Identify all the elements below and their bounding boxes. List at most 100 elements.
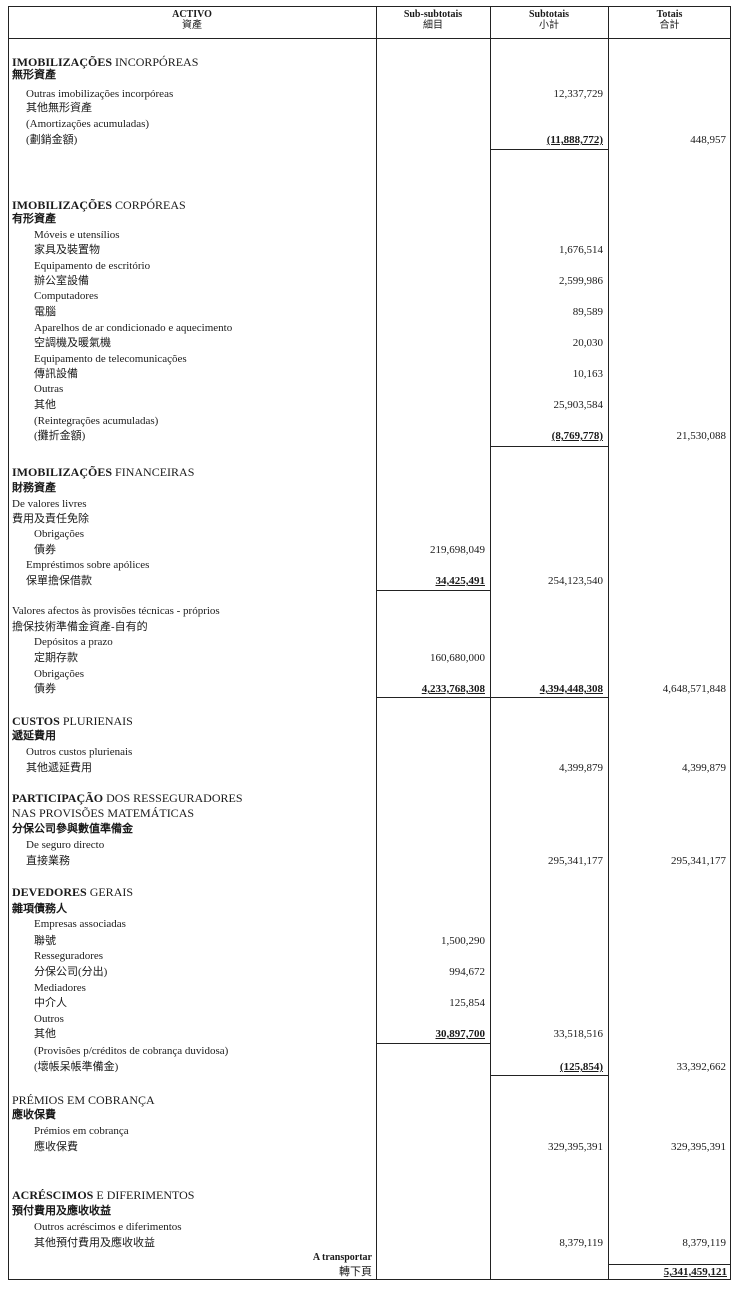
row-label: Equipamento de escritório — [34, 260, 150, 273]
total-line — [608, 1264, 731, 1265]
row-label-bold: ACRÉSCIMOS — [12, 1188, 94, 1202]
row-label-text: 辦公室設備 — [34, 275, 89, 287]
row-label: IMOBILIZAÇÕES FINANCEIRAS — [12, 466, 194, 479]
total-value: 33,392,662 — [676, 1061, 727, 1073]
row-label: 直接業務 — [26, 855, 70, 868]
row-label-text: De valores livres — [12, 498, 87, 510]
row-label: 傳訊設備 — [34, 368, 78, 381]
row-label: (攤折金額) — [34, 430, 85, 443]
balance-sheet-table — [8, 6, 731, 1280]
row-label: (Amortizações acumuladas) — [26, 118, 149, 131]
row-label-text: 其他預付費用及應收收益 — [34, 1237, 155, 1249]
row-label: CUSTOS PLURIENAIS — [12, 715, 133, 728]
sub-subtotal-value: 160,680,000 — [430, 652, 485, 664]
subtotal-value: 2,599,986 — [559, 275, 603, 287]
total-value: 4,399,879 — [682, 762, 726, 774]
row-label-text: 應收保費 — [34, 1141, 78, 1153]
header-activo: ACTIVO 資產 — [8, 9, 376, 31]
row-label: (劃銷金額) — [26, 134, 77, 147]
row-label-text: Obrigações — [34, 668, 85, 680]
row-label-text: CORPÓREAS — [112, 198, 186, 212]
header-label: Subtotais — [528, 9, 569, 20]
row-label: Outros — [34, 1013, 64, 1026]
sub-subtotal-value: 1,500,290 — [441, 935, 485, 947]
column-divider — [490, 6, 491, 1280]
row-label: 應收保費 — [34, 1141, 78, 1154]
row-label: 分保公司(分出) — [34, 966, 107, 979]
row-label: 無形資產 — [12, 69, 56, 82]
header-label: ACTIVO — [172, 9, 212, 20]
column-divider — [376, 6, 377, 1280]
row-label: Computadores — [34, 290, 98, 303]
header-label-zh: 資產 — [182, 20, 202, 31]
row-label-text: 其他無形資產 — [26, 102, 92, 114]
sub-subtotal-value: 994,672 — [449, 966, 485, 978]
row-label: 預付費用及應收收益 — [12, 1205, 111, 1218]
row-label-bold: IMOBILIZAÇÕES — [12, 198, 113, 212]
subtotal-value: 329,395,391 — [548, 1141, 603, 1153]
header-label-zh: 小計 — [539, 20, 559, 31]
total-value: 8,379,119 — [682, 1237, 726, 1249]
subtotal-line — [490, 149, 608, 150]
row-label-text: NAS PROVISÕES MATEMÁTICAS — [12, 806, 195, 820]
row-label: 中介人 — [34, 997, 67, 1010]
header-label: Totais — [656, 9, 683, 20]
row-label: 債券 — [34, 544, 56, 557]
row-label: Obrigações — [34, 668, 84, 681]
row-label: Valores afectos às provisões técnicas - … — [12, 605, 220, 618]
row-label-text: GERAIS — [86, 885, 134, 899]
row-label: Móveis e utensílios — [34, 229, 120, 242]
row-label-text: 無形資產 — [12, 69, 56, 81]
row-label: DEVEDORES GERAIS — [12, 886, 133, 899]
sub-subtotal-value: 30,897,700 — [435, 1028, 486, 1040]
subtotal-line — [376, 590, 490, 591]
row-label-text: Outros acréscimos e diferimentos — [34, 1221, 182, 1233]
row-label-text: Obrigações — [34, 528, 85, 540]
row-label: Outras — [34, 383, 63, 396]
row-label: Obrigações — [34, 528, 84, 541]
row-label-text: 財務資產 — [12, 482, 56, 494]
row-label: 其他遞延費用 — [26, 762, 92, 775]
row-label-text: 分保公司(分出) — [34, 966, 108, 978]
row-label-bold: CUSTOS — [12, 714, 60, 728]
total-value: 21,530,088 — [676, 430, 727, 442]
row-label: 其他 — [34, 399, 56, 412]
row-label-text: 其他 — [34, 1028, 56, 1040]
row-label-text: Aparelhos de ar condicionado e aquecimen… — [34, 322, 233, 334]
subtotal-value: 4,399,879 — [559, 762, 603, 774]
header-label: Sub-subtotais — [403, 9, 463, 20]
row-label: Mediadores — [34, 982, 86, 995]
subtotal-value: 1,676,514 — [559, 244, 603, 256]
row-label-text: 家具及裝置物 — [34, 244, 100, 256]
header-totais: Totais 合計 — [608, 9, 731, 31]
row-label-text: 費用及責任免除 — [12, 513, 89, 525]
row-label: (壞帳呆帳準備金) — [34, 1061, 118, 1074]
row-label-text: 其他遞延費用 — [26, 762, 92, 774]
row-label: Empresas associadas — [34, 918, 126, 931]
row-label: Outros acréscimos e diferimentos — [34, 1221, 182, 1234]
row-label-text: 電腦 — [34, 306, 56, 318]
row-label-text: (Reintegrações acumuladas) — [34, 415, 159, 427]
row-label: 家具及裝置物 — [34, 244, 100, 257]
row-label-text: FINANCEIRAS — [112, 465, 195, 479]
row-label-text: (壞帳呆帳準備金) — [34, 1061, 119, 1073]
row-label: PRÉMIOS EM COBRANÇA — [12, 1094, 155, 1107]
row-label-text: Empresas associadas — [34, 918, 126, 930]
row-label-text: E DIFERIMENTOS — [93, 1188, 195, 1202]
row-label-text: Depósitos a prazo — [34, 636, 113, 648]
subtotal-line — [376, 1043, 490, 1044]
header-divider — [8, 38, 731, 39]
row-label-text: Equipamento de escritório — [34, 260, 151, 272]
row-label: 財務資產 — [12, 482, 56, 495]
header-subtotais: Subtotais 小計 — [490, 9, 608, 31]
row-label: Outras imobilizações incorpóreas — [26, 88, 173, 101]
row-label-text: 保單擔保借款 — [26, 575, 92, 587]
row-label: 保單擔保借款 — [26, 575, 92, 588]
row-label: Resseguradores — [34, 950, 103, 963]
sub-subtotal-value: 219,698,049 — [430, 544, 485, 556]
row-label: 分保公司參與數值準備金 — [12, 823, 133, 836]
row-label-text: 預付費用及應收收益 — [12, 1205, 111, 1217]
row-label: 有形資產 — [12, 213, 56, 226]
row-label: Aparelhos de ar condicionado e aquecimen… — [34, 322, 232, 335]
row-label: 其他預付費用及應收收益 — [34, 1237, 155, 1250]
